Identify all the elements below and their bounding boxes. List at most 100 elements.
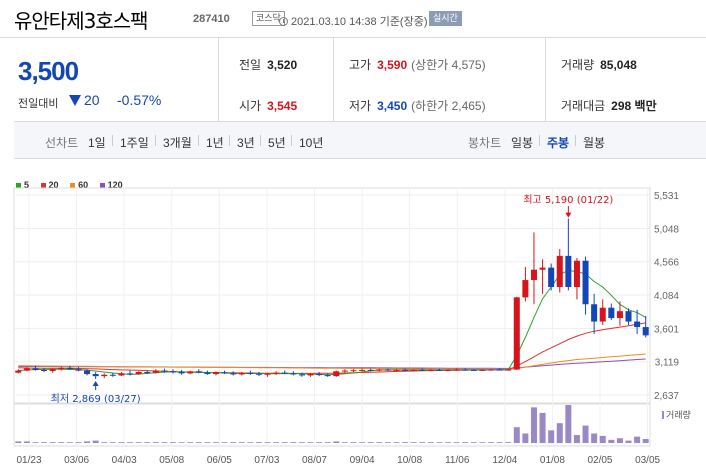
candle-body	[152, 370, 159, 373]
volume-bar	[109, 442, 116, 443]
candle-body	[32, 368, 39, 370]
price-summary: 3,500 전일대비 20 -0.57%	[14, 38, 219, 121]
legend-ma20[interactable]: 20	[40, 180, 59, 190]
candle-body	[591, 304, 598, 322]
volume-bar	[487, 442, 495, 443]
volume-bar	[642, 439, 649, 443]
x-tick-label: 02/05	[587, 455, 612, 466]
candle-body	[445, 369, 452, 371]
volume-bar	[15, 441, 22, 443]
candle-monthly[interactable]: 월봉	[583, 136, 606, 150]
volume-bar	[341, 442, 348, 443]
candle-body	[565, 255, 572, 287]
candle-daily[interactable]: 일봉	[511, 136, 534, 150]
candle-body	[513, 297, 520, 370]
candle-body	[273, 372, 280, 374]
candle-body	[462, 369, 469, 371]
candle-body	[290, 373, 297, 375]
max-arrow-head	[565, 212, 572, 218]
stock-code: 287410	[193, 13, 230, 25]
volume-bar	[582, 425, 589, 443]
weekly-candle-chart[interactable]: 5,531 5,048 4,566 4,084 3,601 3,119 2,637 01/23…	[0, 185, 706, 471]
candle-body	[453, 369, 460, 371]
candle-body	[15, 370, 22, 373]
min-arrow-head	[92, 380, 99, 386]
y-tick-label: 5,048	[654, 224, 679, 235]
volume-bar	[49, 442, 56, 443]
stock-header: 유안타제3호스팩 287410 코스닥 2021.03.10 14:38 기준(…	[0, 0, 706, 38]
volume-bar	[539, 412, 546, 443]
legend-ma120[interactable]: 120	[99, 180, 123, 190]
volume-bar	[393, 442, 400, 443]
volume-bar	[556, 423, 563, 443]
candle-body	[573, 260, 580, 287]
period-1w[interactable]: 1주일	[120, 136, 149, 150]
volume-bar	[66, 442, 73, 443]
volume-bar	[281, 442, 288, 443]
volume-bar	[608, 439, 615, 443]
volume-bar	[599, 435, 606, 443]
candle-body	[487, 369, 495, 371]
candle-body	[505, 369, 512, 371]
datetime-text: 2021.03.10 14:38 기준(장중)	[291, 16, 428, 28]
volume-bar	[161, 442, 168, 443]
volume-bar	[359, 442, 366, 443]
volume-bar	[127, 442, 134, 443]
chart-period-bar: 선차트 1일 1주일 3개월 1년 3년 5년 10년 봉차트 일봉 주봉 월봉	[14, 121, 706, 159]
x-tick-label: 01/08	[540, 455, 565, 466]
candle-body	[419, 369, 426, 371]
candle-body	[144, 371, 151, 373]
period-10y[interactable]: 10년	[299, 136, 324, 150]
candle-body	[384, 369, 391, 371]
volume-bar	[445, 442, 452, 443]
x-tick-label: 06/05	[207, 455, 232, 466]
volume-bar	[505, 442, 512, 443]
candle-body	[539, 267, 546, 270]
x-tick-label: 12/04	[492, 455, 517, 466]
volume-bar	[23, 441, 30, 443]
period-5y[interactable]: 5년	[268, 136, 286, 150]
volume-bar	[118, 442, 125, 443]
candle-body	[350, 370, 357, 372]
line-chart-label: 선차트	[45, 136, 79, 150]
candle-body	[479, 369, 486, 371]
volume-bar	[255, 442, 262, 443]
candle-body	[161, 370, 168, 372]
candle-body	[84, 370, 91, 375]
volume-bar	[135, 442, 142, 443]
x-tick-label: 03/05	[635, 455, 660, 466]
legend-ma5[interactable]: 5	[16, 180, 29, 190]
candle-body	[127, 373, 134, 375]
volume-bar	[316, 442, 323, 443]
volume-bar	[204, 442, 211, 443]
volume-bar	[92, 440, 99, 443]
volume-bar	[41, 442, 48, 443]
period-1d[interactable]: 1일	[88, 136, 106, 150]
volume-plot-frame	[13, 403, 651, 447]
candle-body	[49, 369, 56, 371]
change-value: 20	[84, 92, 100, 108]
volume-bar	[221, 442, 228, 443]
volume-bar	[169, 442, 177, 443]
x-tick-label: 07/03	[254, 455, 279, 466]
period-3m[interactable]: 3개월	[163, 136, 192, 150]
volume-bar	[634, 436, 641, 443]
volume-bar	[84, 441, 91, 443]
volume-bar	[419, 442, 426, 443]
candle-body	[376, 369, 383, 371]
x-tick-label: 03/06	[64, 455, 89, 466]
y-tick-label: 3,601	[654, 324, 679, 335]
volume-bar	[58, 442, 65, 443]
change-label: 전일대비	[18, 98, 59, 110]
candle-body	[625, 311, 632, 322]
realtime-badge[interactable]: 실시간	[429, 11, 462, 26]
volume-bar	[625, 440, 632, 443]
legend-ma60[interactable]: 60	[70, 180, 88, 190]
period-3y[interactable]: 3년	[237, 136, 255, 150]
period-1y[interactable]: 1년	[206, 136, 224, 150]
volume-bar	[195, 442, 202, 443]
volume-bar	[212, 442, 219, 443]
moving-average-ma20	[18, 322, 646, 374]
candle-body	[66, 367, 73, 370]
candle-weekly[interactable]: 주봉	[547, 136, 570, 150]
